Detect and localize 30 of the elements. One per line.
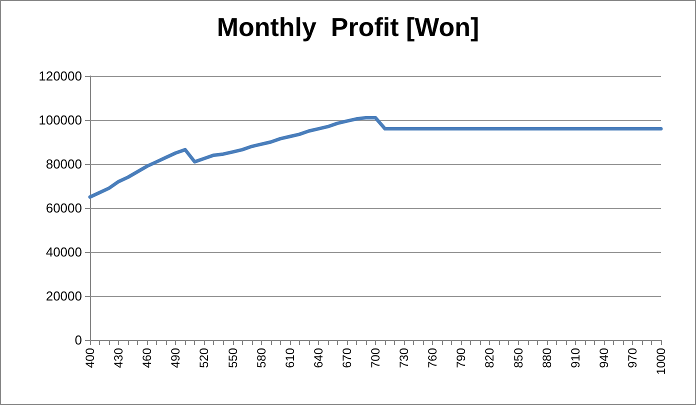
x-tick-label: 910	[568, 348, 582, 368]
x-tick-label: 610	[282, 348, 297, 368]
x-tick-label: 400	[83, 348, 97, 368]
x-tick-label: 730	[397, 348, 412, 368]
x-tick-label: 550	[226, 348, 240, 368]
x-tick-label: 970	[625, 348, 640, 368]
line-series	[88, 116, 663, 199]
x-tick-label: 760	[426, 348, 440, 368]
x-tick-label: 820	[482, 348, 497, 368]
y-tick-label: 20000	[46, 288, 82, 304]
x-tick-label: 580	[254, 348, 268, 368]
y-tick-label: 100000	[38, 112, 82, 128]
y-tick-label: 60000	[46, 200, 82, 216]
x-tick-label: 700	[368, 348, 382, 368]
chart-title: Monthly Profit [Won]	[216, 12, 480, 42]
x-tick-label: 880	[540, 348, 554, 368]
y-tick-label: 40000	[46, 244, 82, 260]
y-tick-label: 80000	[46, 156, 82, 172]
y-tick-label: 0	[74, 332, 82, 348]
x-tick-label: 460	[140, 348, 154, 368]
x-tick-label: 940	[596, 348, 611, 368]
x-tick-label: 850	[511, 348, 526, 368]
x-tick-label: 520	[197, 348, 212, 368]
x-tick-label: 670	[340, 348, 354, 368]
x-tick-label: 430	[112, 348, 126, 368]
x-tick-label: 1000	[654, 348, 668, 375]
y-tick-label: 120000	[38, 68, 82, 84]
x-tick-label: 640	[311, 348, 326, 368]
x-tick-label: 490	[168, 348, 183, 368]
x-tick-label: 790	[454, 348, 468, 368]
